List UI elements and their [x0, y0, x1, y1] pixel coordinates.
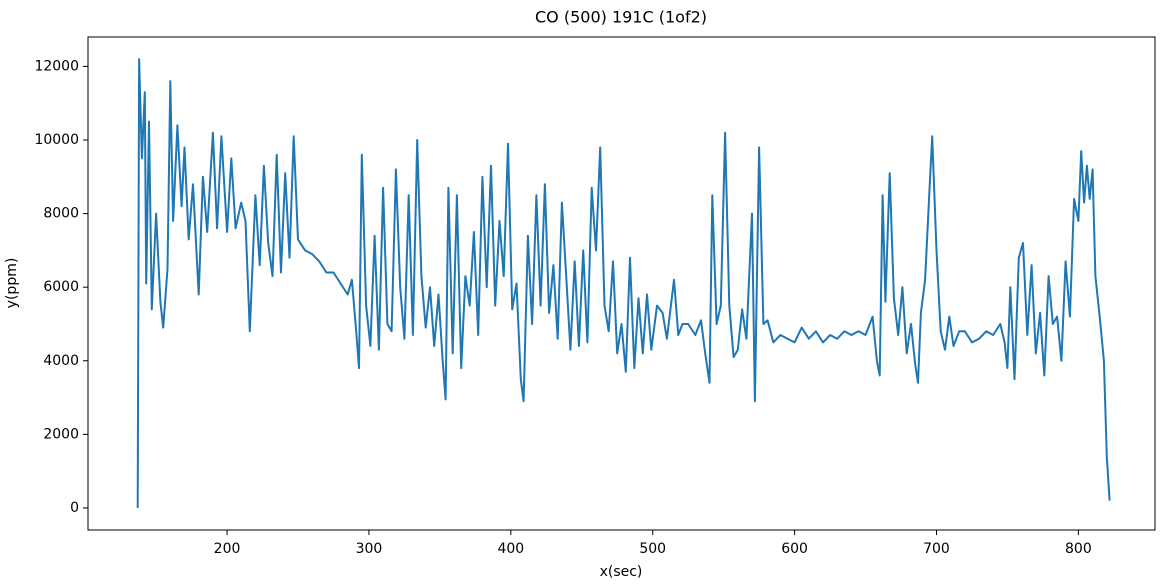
x-tick-label: 300 — [356, 541, 383, 557]
y-tick-label: 8000 — [43, 206, 79, 222]
x-tick-label: 400 — [497, 541, 524, 557]
y-tick-label: 4000 — [43, 353, 79, 369]
y-tick-label: 0 — [70, 500, 79, 516]
y-axis-label: y(ppm) — [4, 258, 20, 309]
chart-title: CO (500) 191C (1of2) — [535, 8, 707, 27]
x-tick-label: 800 — [1065, 541, 1092, 557]
y-tick-label: 10000 — [34, 132, 79, 148]
y-tick-label: 12000 — [34, 58, 79, 74]
x-tick-label: 200 — [214, 541, 241, 557]
x-axis-label: x(sec) — [600, 564, 643, 580]
y-tick-label: 2000 — [43, 426, 79, 442]
x-tick-label: 600 — [781, 541, 808, 557]
data-line — [136, 58, 1111, 508]
y-tick-label: 6000 — [43, 279, 79, 295]
plot-frame — [87, 36, 1156, 531]
x-tick-label: 500 — [639, 541, 666, 557]
x-tick-label: 700 — [923, 541, 950, 557]
